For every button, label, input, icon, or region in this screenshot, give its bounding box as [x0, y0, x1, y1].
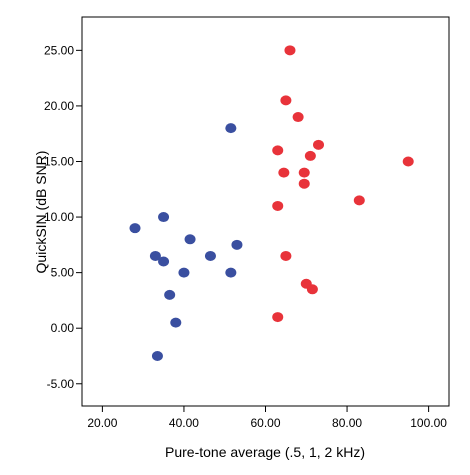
y-axis-ticks: -5.00 0.00 5.00 10.00 15.00 20.00 25.00 [44, 43, 82, 391]
y-tick-label: 15.00 [44, 154, 74, 168]
data-point [151, 350, 163, 361]
data-point [298, 167, 310, 178]
y-tick-label: 25.00 [44, 43, 74, 57]
data-point [272, 145, 284, 156]
data-point [306, 284, 318, 295]
data-point [284, 45, 296, 56]
data-point [278, 167, 290, 178]
y-tick-label: -5.00 [47, 377, 75, 391]
y-axis-title: QuickSIN (dB SNR) [33, 151, 49, 274]
y-tick-label: 0.00 [51, 321, 75, 335]
data-point [272, 312, 284, 323]
x-tick-label: 20.00 [87, 416, 117, 430]
data-point [280, 95, 292, 106]
y-tick-label: 20.00 [44, 99, 74, 113]
data-point [170, 317, 182, 328]
data-point [313, 139, 325, 150]
y-tick-label: 5.00 [51, 266, 75, 280]
data-point [272, 200, 284, 211]
data-point [353, 195, 365, 206]
data-point [402, 156, 414, 167]
data-point [225, 123, 237, 134]
data-points [129, 45, 414, 361]
x-tick-label: 40.00 [169, 416, 199, 430]
data-point [164, 289, 176, 300]
data-point [225, 267, 237, 278]
x-axis-ticks: 20.00 40.00 60.00 80.00 100.00 [87, 406, 447, 430]
data-point [158, 212, 170, 223]
x-tick-label: 80.00 [332, 416, 362, 430]
x-tick-label: 100.00 [410, 416, 447, 430]
data-point [184, 234, 196, 245]
plot-frame [81, 16, 450, 407]
data-point [158, 256, 170, 267]
data-point [149, 250, 161, 261]
data-point [231, 239, 243, 250]
data-point [298, 178, 310, 189]
data-point [292, 112, 304, 123]
data-point [129, 223, 141, 234]
data-point [204, 250, 216, 261]
x-axis-title: Pure-tone average (.5, 1, 2 kHz) [165, 444, 365, 460]
x-tick-label: 60.00 [250, 416, 280, 430]
data-point [304, 150, 316, 161]
data-point [178, 267, 190, 278]
y-tick-label: 10.00 [44, 210, 74, 224]
data-point [280, 250, 292, 261]
